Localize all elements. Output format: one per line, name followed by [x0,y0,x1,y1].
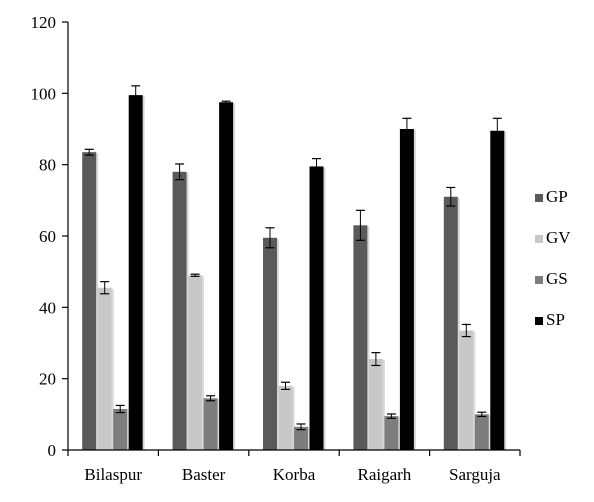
bar-shadow [292,386,295,450]
y-tick-label: 100 [31,84,57,103]
x-tick-label-baster: Baster [182,465,226,484]
legend-item-sp: SP [535,310,565,329]
bar-gs-baster [203,398,218,450]
y-tick-label: 60 [39,227,56,246]
bar-shadow [413,130,416,450]
legend-item-gv: GV [535,228,571,247]
error-bar-gv-korba [281,381,290,390]
error-bar-sp-korba [312,158,321,175]
bar-shadow [473,331,476,450]
bar-shadow [398,417,401,450]
legend-label: GS [546,269,568,288]
bar-gs-sarguja [474,414,489,450]
y-tick-label: 40 [39,298,56,317]
bar-gs-raigarh [384,416,399,450]
bar-gp-raigarh [353,225,368,450]
bar-shadow [186,172,189,451]
y-tick-label: 80 [39,156,56,175]
error-bar-gs-baster [206,395,216,402]
bar-shadow [457,197,460,450]
bar-shadow [504,131,507,450]
bars-layer [82,95,507,451]
bar-sp-sarguja [490,130,505,450]
x-tick-label-raigarh: Raigarh [357,465,411,484]
error-bar-gs-sarguja [477,411,487,418]
error-bar-gp-raigarh [355,209,365,241]
bar-gp-sarguja [443,196,458,450]
bar-shadow [96,153,99,450]
error-bar-gs-korba [296,423,306,431]
error-bar-sp-raigarh [402,117,412,141]
bar-shadow [488,415,491,450]
bar-shadow [111,288,114,450]
error-bar-gs-bilaspur [115,404,125,414]
error-bar-gp-sarguja [446,186,456,207]
legend-swatch [535,194,543,202]
error-bars-layer [84,85,502,431]
bar-shadow [127,409,130,450]
bar-shadow [277,238,279,450]
error-bar-gv-baster [190,273,200,277]
bar-shadow [367,226,370,450]
legend-label: GP [546,187,568,206]
legend-item-gs: GS [535,269,568,288]
bar-gv-bilaspur [97,287,112,450]
legend-label: SP [546,310,565,329]
legend: GP GV GS SP [535,187,571,329]
legend-swatch [535,317,543,325]
error-bar-sp-sarguja [492,117,502,144]
bar-gp-bilaspur [82,152,97,450]
error-bar-gs-raigarh [386,413,396,419]
legend-swatch [535,276,543,284]
error-bar-sp-bilaspur [131,85,141,105]
bar-sp-raigarh [399,129,414,450]
error-bar-gv-raigarh [371,352,381,367]
bar-gp-korba [263,237,277,450]
bar-gs-bilaspur [113,408,128,450]
bar-gv-sarguja [459,330,474,450]
error-bar-gv-bilaspur [100,281,110,295]
error-bar-gp-baster [175,163,185,181]
bar-shadow [382,360,385,450]
bar-gs-korba [294,426,308,450]
bar-shadow [323,167,326,450]
bar-sp-baster [219,102,234,450]
error-bar-gp-korba [265,227,275,249]
bar-sp-bilaspur [128,95,143,451]
bar-shadow [308,427,310,450]
bar-shadow [142,96,145,451]
legend-item-gp: GP [535,187,568,206]
y-tick-label: 0 [48,441,57,460]
error-bar-gp-bilaspur [84,148,94,156]
bar-gv-raigarh [368,359,383,450]
y-tick-label: 120 [31,13,57,32]
legend-swatch [535,235,543,243]
y-tick-label: 20 [39,370,56,389]
bar-gv-baster [188,275,203,450]
bar-shadow [202,276,205,450]
legend-label: GV [546,228,571,247]
x-tick-label-sarguja: Sarguja [449,465,501,484]
x-tick-label-bilaspur: Bilaspur [84,465,142,484]
bar-gp-baster [172,171,187,451]
bar-shadow [233,103,236,450]
axes-layer [62,21,521,456]
x-tick-label-korba: Korba [273,465,316,484]
error-bar-gv-sarguja [461,323,471,338]
tick-labels-layer: 0 20 40 60 80 100 120 Bilaspur Baster Korba Raigar… [31,13,502,484]
error-bar-sp-baster [221,100,231,104]
bar-sp-korba [309,166,324,450]
bar-shadow [217,399,220,450]
bar-gv-korba [278,385,293,450]
